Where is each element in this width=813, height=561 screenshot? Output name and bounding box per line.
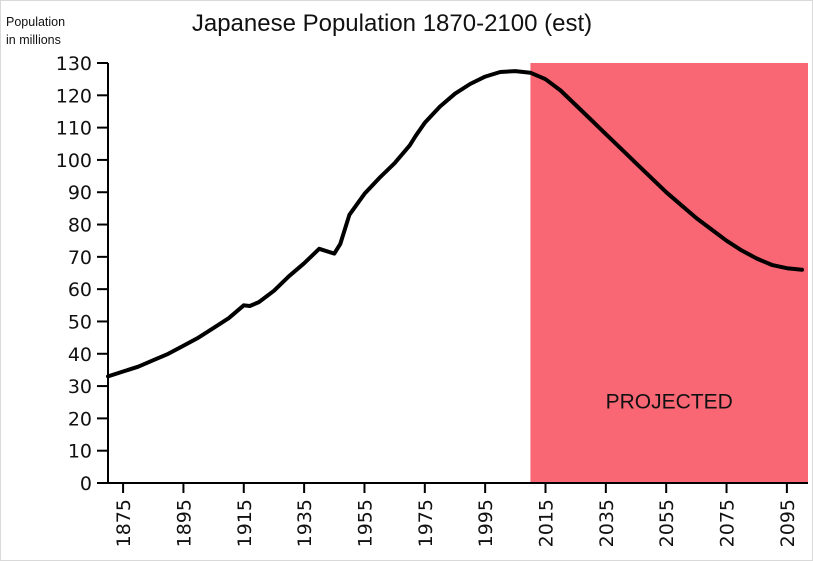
y-tick-label: 120 xyxy=(56,85,92,107)
x-tick-label: 1975 xyxy=(415,499,437,547)
x-tick-label: 1875 xyxy=(113,499,135,547)
y-axis-label-units: in millions xyxy=(6,33,61,47)
y-tick-label: 10 xyxy=(68,441,92,463)
x-tick-label: 1955 xyxy=(354,499,376,547)
projected-region xyxy=(530,63,808,483)
y-tick-label: 70 xyxy=(68,247,92,269)
x-axis-ticks: 1875 1895 1915 1935 1955 1975 1995 2015 2035 2055… xyxy=(113,483,799,547)
y-tick-label: 80 xyxy=(68,215,92,237)
y-tick-label: 130 xyxy=(56,53,92,75)
projected-label: PROJECTED xyxy=(606,391,733,414)
population-series-line xyxy=(106,69,804,379)
x-tick-label: 1935 xyxy=(294,499,316,547)
y-tick-label: 0 xyxy=(80,473,92,495)
y-axis-ticks: 0 10 20 30 40 50 60 70 80 90 100 110 120 130 xyxy=(56,53,108,495)
x-tick-label: 1995 xyxy=(475,499,497,547)
y-tick-label: 50 xyxy=(68,311,92,333)
y-tick-label: 30 xyxy=(68,376,92,398)
x-tick-label: 1915 xyxy=(234,499,256,547)
y-tick-label: 110 xyxy=(56,118,92,140)
chart-title: Japanese Population 1870-2100 (est) xyxy=(192,10,592,37)
y-axis-label: Population xyxy=(6,15,65,29)
x-tick-label: 2095 xyxy=(777,499,799,547)
x-tick-label: 1895 xyxy=(173,499,195,547)
x-tick-label: 2055 xyxy=(656,499,678,547)
y-tick-label: 100 xyxy=(56,150,92,172)
y-tick-label: 20 xyxy=(68,408,92,430)
x-tick-label: 2035 xyxy=(596,499,618,547)
y-tick-label: 90 xyxy=(68,182,92,204)
y-tick-label: 60 xyxy=(68,279,92,301)
x-tick-label: 2075 xyxy=(717,499,739,547)
x-tick-label: 2015 xyxy=(536,499,558,547)
y-tick-label: 40 xyxy=(68,344,92,366)
